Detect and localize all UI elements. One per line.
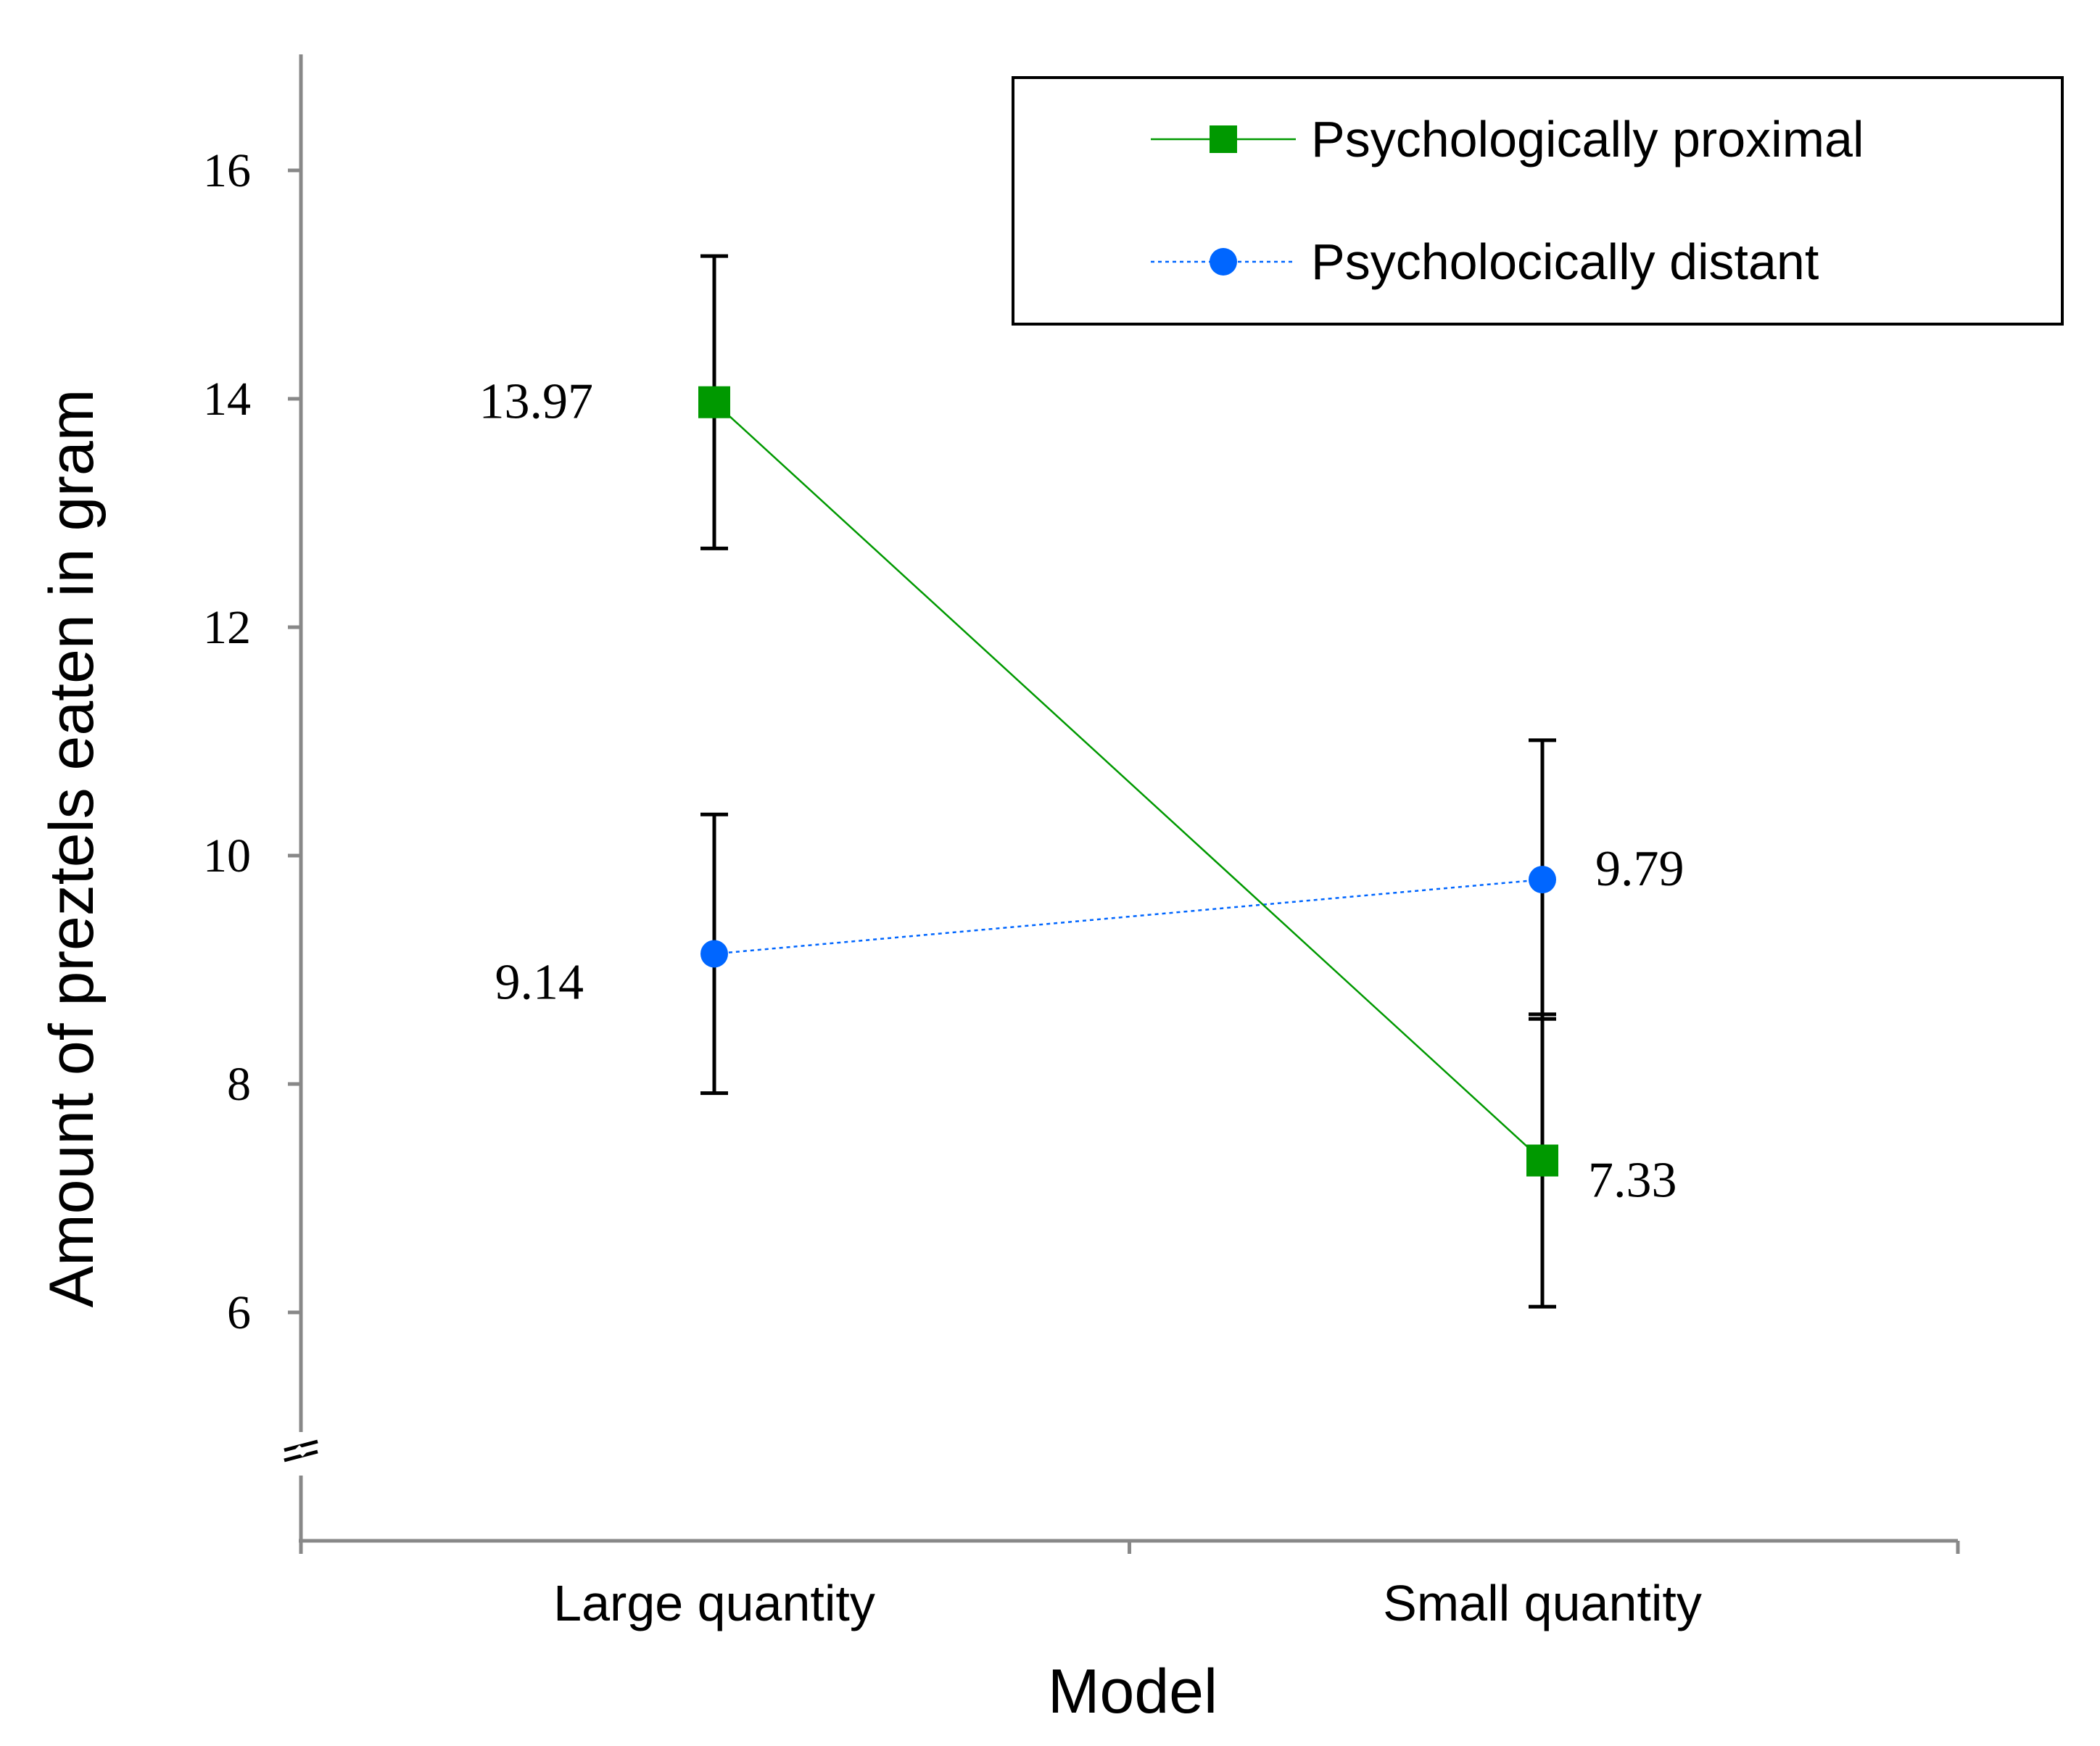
data-label-0-1: 7.33 xyxy=(1588,1153,1677,1209)
x-tick-label-0: Large quantity xyxy=(553,1575,875,1631)
legend-box xyxy=(1012,76,2064,326)
series-line-1 xyxy=(714,878,1543,955)
series-0: 13.97 7.33 xyxy=(479,254,1677,1309)
legend-label-proximal: Psychologically proximal xyxy=(1311,111,1864,167)
y-tick-label-10: 10 xyxy=(203,829,251,882)
y-tick-label-8: 8 xyxy=(227,1058,251,1111)
y-ticks: 6 8 10 12 14 16 xyxy=(203,144,301,1339)
point-0-0 xyxy=(698,386,730,418)
axis-break-mark xyxy=(284,1439,318,1462)
legend-label-distant: Psycholocically distant xyxy=(1311,233,1819,290)
series-layer: 9.14 9.79 13.97 7.33 xyxy=(479,254,1684,1309)
point-1-1 xyxy=(1529,866,1556,894)
data-label-0-0: 13.97 xyxy=(479,374,594,430)
y-tick-label-12: 12 xyxy=(203,601,251,654)
y-tick-label-14: 14 xyxy=(203,373,251,426)
data-label-1-0: 9.14 xyxy=(495,954,584,1010)
legend-marker-distant xyxy=(1210,248,1237,276)
x-tick-label-1: Small quantity xyxy=(1383,1575,1702,1631)
legend: Psychologically proximal Psycholocically… xyxy=(1012,76,2064,326)
point-0-1 xyxy=(1526,1144,1558,1177)
legend-marker-proximal xyxy=(1210,125,1237,153)
y-tick-label-16: 16 xyxy=(203,144,251,197)
series-line-0 xyxy=(714,401,1543,1162)
y-axis-title: Amount of preztels eaten in gram xyxy=(37,389,107,1308)
x-ticks: Large quantity Small quantity xyxy=(299,1541,1960,1631)
x-axis-title: Model xyxy=(1048,1657,1218,1726)
series-1: 9.14 9.79 xyxy=(495,738,1684,1096)
y-tick-label-6: 6 xyxy=(227,1286,251,1339)
data-label-1-1: 9.79 xyxy=(1595,841,1684,897)
point-1-0 xyxy=(700,940,728,968)
